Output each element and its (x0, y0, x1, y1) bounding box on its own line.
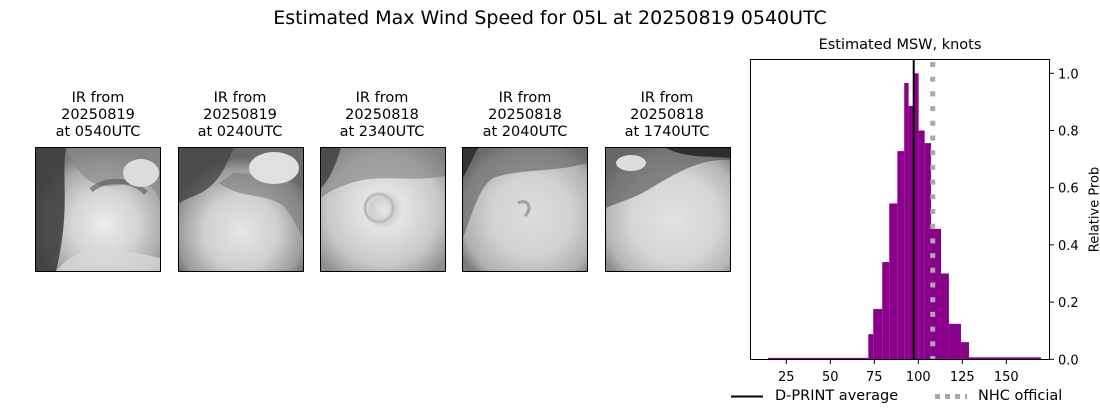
x-tick-label: 25 (778, 370, 795, 385)
x-tick-label: 50 (822, 370, 839, 385)
panel-title-line: 20250819 (61, 107, 135, 123)
panel-title-line: 20250819 (203, 107, 277, 123)
legend-nhc-label: NHC official (978, 388, 1063, 404)
panel-title-line: IR from (213, 90, 267, 106)
reference-lines (912, 60, 936, 359)
panel-title-line: at 2340UTC (339, 124, 425, 140)
x-tick-label: 100 (906, 370, 931, 385)
panel-title-line: 20250818 (488, 107, 562, 123)
histogram-bar (968, 357, 1041, 360)
y-tick-label: 0.8 (1058, 125, 1079, 140)
panel-title-3: IR from 20250818 at 2340UTC (312, 90, 452, 141)
x-tick-label: 125 (950, 370, 975, 385)
histogram-bar (889, 203, 898, 360)
y-axis-ticks: 0.0 0.2 0.4 0.6 0.8 1.0 (1049, 67, 1079, 368)
panel-title-line: IR from (355, 90, 409, 106)
panel-title-line: at 0240UTC (197, 124, 283, 140)
histogram-bar (868, 334, 874, 360)
histogram-title: Estimated MSW, knots (818, 37, 982, 53)
x-tick-label: 150 (994, 370, 1019, 385)
y-tick-label: 0.0 (1058, 353, 1079, 368)
ir-image-3 (320, 147, 446, 272)
plot-frame (750, 59, 1050, 360)
histogram-bar (961, 342, 969, 360)
panel-title-line: 20250818 (345, 107, 419, 123)
histogram-bars (767, 73, 1041, 360)
panel-title-line: 20250818 (630, 107, 704, 123)
histogram-bar (924, 143, 931, 360)
histogram-bar (882, 262, 890, 360)
panel-title-1: IR from 20250819 at 0540UTC (28, 90, 168, 141)
panel-title-line: IR from (71, 90, 125, 106)
histogram-bar (918, 130, 925, 360)
ir-image-1 (35, 147, 161, 272)
histogram-bar (904, 83, 909, 360)
panel-title-line: IR from (640, 90, 694, 106)
legend-dprint-label: D-PRINT average (775, 388, 899, 404)
panel-title-2: IR from 20250819 at 0240UTC (170, 90, 310, 141)
panel-title-line: at 2040UTC (482, 124, 568, 140)
ir-image-2 (178, 147, 304, 272)
y-tick-label: 1.0 (1058, 67, 1079, 82)
y-tick-label: 0.2 (1058, 296, 1079, 311)
histogram-bar (767, 357, 869, 360)
x-tick-label: 75 (866, 370, 883, 385)
histogram-bar (913, 73, 919, 360)
histogram-bar (930, 228, 942, 360)
panel-title-5: IR from 20250818 at 1740UTC (597, 90, 737, 141)
panel-title-line: at 1740UTC (624, 124, 710, 140)
histogram-bar (873, 308, 883, 360)
histogram-bar (941, 273, 949, 360)
y-tick-label: 0.4 (1058, 239, 1079, 254)
y-tick-label: 0.6 (1058, 182, 1079, 197)
panel-title-line: at 0540UTC (55, 124, 141, 140)
figure-title: Estimated Max Wind Speed for 05L at 2025… (273, 7, 827, 29)
histogram-bar (897, 151, 905, 360)
y-axis-label: Relative Prob (1087, 166, 1100, 253)
x-axis-ticks: 25 50 75 100 125 150 (778, 359, 1019, 385)
ir-image-4 (462, 147, 588, 272)
panel-title-line: IR from (498, 90, 552, 106)
histogram-bar (948, 323, 962, 360)
panel-title-4: IR from 20250818 at 2040UTC (455, 90, 595, 141)
histogram-bar (908, 105, 914, 360)
ir-image-5 (605, 147, 731, 272)
